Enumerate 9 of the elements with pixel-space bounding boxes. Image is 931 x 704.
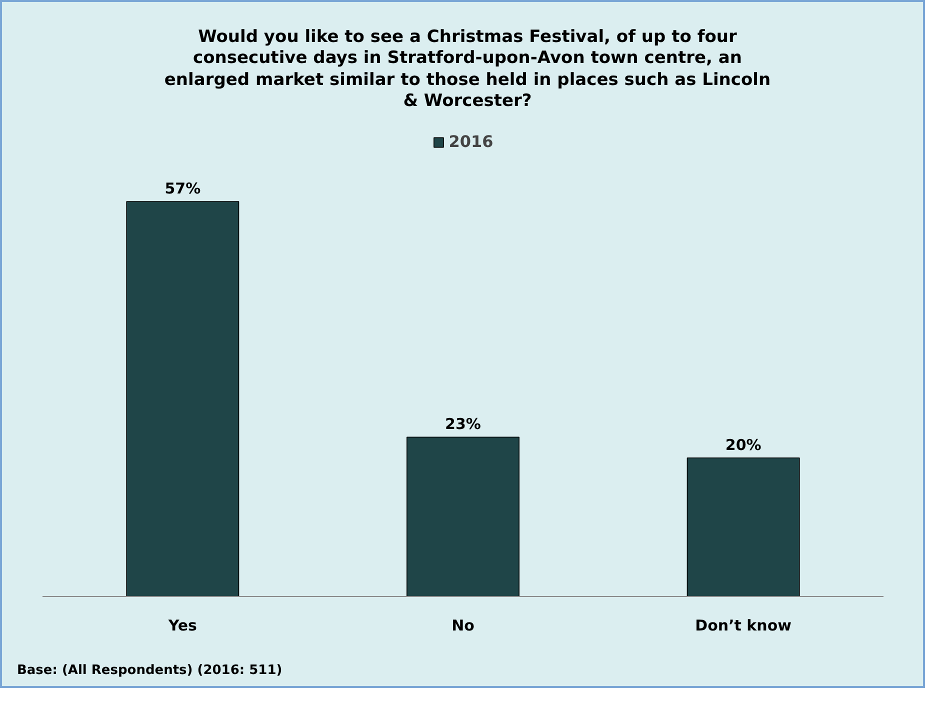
x-tick-label: No [452, 616, 474, 634]
x-tick-label: Don’t know [695, 616, 792, 634]
legend-label: 2016 [448, 132, 494, 151]
data-label: 20% [725, 436, 762, 454]
x-tick-label: Yes [167, 616, 198, 634]
data-label: 23% [445, 415, 481, 434]
data-label: 57% [164, 180, 201, 198]
chart-title: Would you like to see a Christmas Festival, of up to four consecutive days in Stratford-upon-Avon town centre, an enlarged market similar to those held in places such as Lincoln & Worcester? [164, 27, 771, 112]
text: Base: (All Respondents) (2016: 511) [17, 662, 282, 680]
